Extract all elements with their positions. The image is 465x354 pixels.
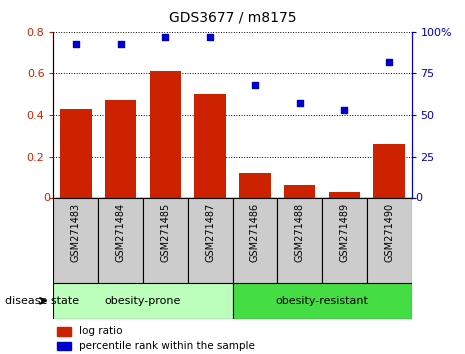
Text: GDS3677 / m8175: GDS3677 / m8175: [169, 11, 296, 25]
Text: GSM271486: GSM271486: [250, 202, 260, 262]
Bar: [329, 192, 360, 198]
Bar: [53, 198, 98, 283]
Point: [385, 59, 393, 65]
Text: obesity-prone: obesity-prone: [105, 296, 181, 306]
Bar: [194, 94, 226, 198]
Bar: [98, 198, 143, 283]
Point: [251, 82, 259, 88]
Bar: [105, 101, 136, 198]
Text: percentile rank within the sample: percentile rank within the sample: [79, 341, 254, 351]
Text: log ratio: log ratio: [79, 326, 122, 336]
Text: GSM271489: GSM271489: [339, 202, 349, 262]
Bar: [143, 198, 188, 283]
Text: GSM271487: GSM271487: [205, 202, 215, 262]
Point: [296, 101, 303, 106]
Text: disease state: disease state: [5, 296, 79, 306]
Point: [341, 107, 348, 113]
Bar: [322, 198, 367, 283]
Text: 0: 0: [415, 193, 422, 203]
Bar: [239, 173, 271, 198]
Point: [206, 34, 214, 40]
Text: GSM271485: GSM271485: [160, 202, 170, 262]
Point: [72, 41, 80, 46]
Text: 0: 0: [43, 193, 50, 203]
Bar: [373, 144, 405, 198]
Bar: [150, 72, 181, 198]
Text: GSM271488: GSM271488: [295, 202, 305, 262]
Point: [117, 41, 124, 46]
Bar: [277, 198, 322, 283]
Bar: [367, 198, 412, 283]
Bar: [57, 327, 72, 336]
Bar: [232, 198, 277, 283]
Text: GSM271490: GSM271490: [384, 202, 394, 262]
Bar: [57, 342, 72, 350]
Point: [162, 34, 169, 40]
Bar: [232, 283, 412, 319]
Bar: [60, 109, 92, 198]
Bar: [188, 198, 232, 283]
Bar: [53, 283, 232, 319]
Text: GSM271484: GSM271484: [116, 202, 126, 262]
Text: GSM271483: GSM271483: [71, 202, 81, 262]
Text: obesity-resistant: obesity-resistant: [276, 296, 368, 306]
Bar: [284, 185, 315, 198]
